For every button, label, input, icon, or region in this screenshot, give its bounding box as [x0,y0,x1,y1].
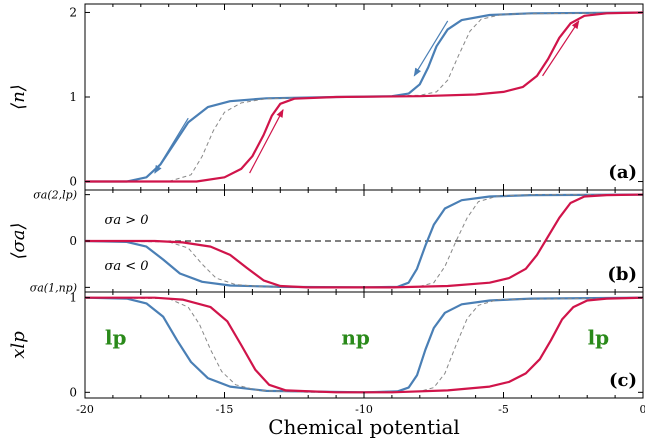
y-axis-label: ⟨σa⟩ [8,222,29,259]
phase-label: lp [105,325,127,349]
x-axis-label: Chemical potential [268,415,460,439]
y-tick-label: 0 [69,385,77,399]
x-tick-label: -5 [498,403,509,416]
direction-arrow-1 [154,117,189,174]
y-tick-label: 0 [69,234,77,248]
x-tick-label: 0 [640,403,645,416]
direction-arrow-4 [542,20,580,77]
y-tick-label: 1 [69,291,77,305]
y-tick-label: 1 [69,90,77,104]
y-axis-label: xlp [8,331,29,359]
y-axis-label: ⟨n⟩ [8,84,29,110]
y-tick-label: σa(2,lp) [33,189,77,202]
series-line-3 [85,296,644,394]
panel-label: (a) [608,162,637,183]
panel-3 [84,291,644,399]
direction-arrow-3 [413,20,449,77]
panel-label: (c) [609,370,637,391]
sigma-annotation: σa < 0 [105,259,149,274]
direction-arrow-2 [249,108,284,174]
y-tick-label: σa(1,np) [30,281,77,294]
sigma-annotation: σa > 0 [105,213,149,228]
x-tick-label: -15 [216,403,234,416]
y-tick-label: 0 [69,175,77,189]
phase-label: np [341,325,370,349]
x-tick-label: -10 [355,403,373,416]
series-line-2 [84,297,644,393]
series-line-3 [85,193,644,289]
x-tick-label: -20 [76,403,94,416]
phase-label: lp [588,325,610,349]
y-tick-label: 2 [69,5,77,19]
series-line-3 [85,11,644,183]
panel-1 [84,3,644,191]
series-line-2 [85,12,644,182]
panel-label: (b) [607,264,637,285]
panel-2 [84,189,644,293]
